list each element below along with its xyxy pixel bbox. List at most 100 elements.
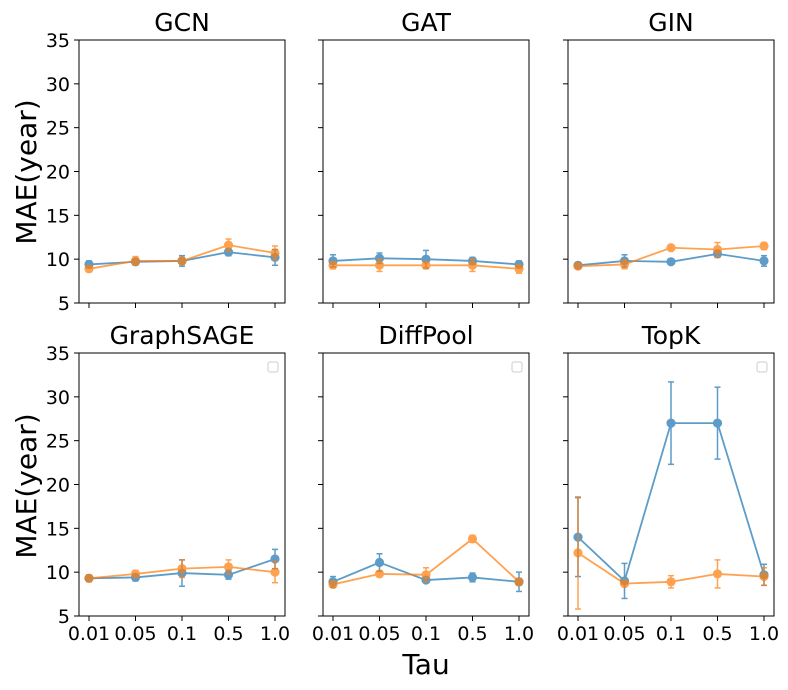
legend-box [267, 361, 279, 373]
data-point [374, 260, 385, 270]
plot-frame [567, 352, 775, 617]
x-tick-label: 1.0 [260, 623, 290, 645]
panel-diffpool: DiffPool 0.01 0.05 0.1 0.5 1.0 [312, 321, 534, 645]
data-point [223, 570, 234, 580]
x-tick-label: 0.01 [68, 623, 110, 645]
legend-box [756, 361, 768, 373]
data-point [270, 567, 280, 577]
x-tick-label: 0.5 [457, 623, 487, 645]
data-point [328, 260, 338, 270]
x-axis-label: Tau [401, 648, 449, 681]
x-tick-label: 0.1 [411, 623, 441, 645]
data-point [421, 260, 431, 270]
data-point [467, 534, 478, 544]
data-point [759, 241, 769, 251]
panel-title: TopK [641, 321, 701, 350]
panel-topk: TopK 0.01 0.05 0.1 0.5 1.0 [557, 321, 779, 645]
panel-title: GAT [401, 8, 452, 37]
data-point [223, 240, 234, 250]
plot-frame [322, 352, 530, 617]
panel-graphsage: GraphSAGE 5 10 15 20 25 30 35 0.01 0.05 0.1 0.5 1.0 [46, 321, 290, 645]
panel-gat: GAT [318, 8, 530, 308]
series-orange [573, 496, 769, 610]
x-tick-label: 1.0 [504, 623, 534, 645]
x-tick-label: 0.05 [358, 623, 400, 645]
data-point [514, 577, 524, 587]
data-point [84, 573, 94, 583]
y-tick-label: 5 [58, 606, 70, 628]
y-tick-label: 25 [46, 118, 70, 140]
x-tick-label: 0.1 [167, 623, 197, 645]
data-point [270, 248, 280, 258]
y-axis-label-top: MAE(year) [10, 99, 43, 244]
data-point [619, 578, 630, 589]
panel-gcn: GCN 5 10 15 20 25 30 35 [46, 8, 286, 315]
data-point [223, 247, 234, 257]
x-tick-label: 0.5 [213, 623, 243, 645]
x-tick-label: 0.01 [312, 623, 354, 645]
y-tick-label: 20 [46, 475, 70, 497]
panel-gin: GIN [563, 8, 775, 308]
data-point [666, 257, 676, 267]
data-point [573, 261, 583, 271]
series-orange [328, 534, 524, 590]
legend-box [511, 361, 523, 373]
y-tick-label: 10 [46, 562, 70, 584]
data-point [130, 569, 141, 579]
x-tick-label: 0.01 [557, 623, 599, 645]
data-point [712, 244, 723, 255]
data-point [177, 564, 187, 574]
data-point [130, 256, 141, 266]
series-blue [573, 249, 769, 270]
series-blue [573, 381, 769, 600]
data-point [374, 569, 385, 579]
plot-frame [567, 39, 775, 304]
data-point [467, 572, 478, 583]
y-tick-label: 35 [46, 30, 70, 52]
y-tick-label: 5 [58, 293, 70, 315]
data-point [374, 253, 385, 263]
y-tick-label: 15 [46, 518, 70, 540]
data-point [619, 259, 630, 270]
data-point [421, 570, 431, 580]
plot-frame [322, 39, 530, 304]
panel-title: DiffPool [378, 321, 473, 350]
data-point [666, 577, 676, 587]
x-tick-label: 0.05 [603, 623, 645, 645]
series-orange [84, 559, 280, 584]
y-tick-label: 10 [46, 249, 70, 271]
data-point [374, 557, 385, 568]
y-tick-label: 25 [46, 431, 70, 453]
x-tick-label: 0.1 [656, 623, 686, 645]
series-orange [84, 238, 280, 274]
data-point [223, 562, 234, 572]
y-axis-label-bottom: MAE(year) [10, 413, 43, 558]
plot-frame [78, 352, 286, 617]
panel-title: GIN [648, 8, 693, 37]
y-tick-label: 30 [46, 387, 70, 409]
x-tick-label: 0.05 [114, 623, 156, 645]
y-tick-label: 35 [46, 343, 70, 365]
data-point [573, 548, 583, 558]
data-point [467, 260, 478, 270]
data-point [712, 569, 723, 579]
data-point [84, 264, 94, 274]
data-point [759, 256, 769, 266]
plot-frame [78, 39, 286, 304]
y-tick-label: 15 [46, 205, 70, 227]
y-tick-label: 30 [46, 74, 70, 96]
data-point [328, 579, 338, 590]
y-tick-label: 20 [46, 162, 70, 184]
x-tick-label: 1.0 [749, 623, 779, 645]
data-point [177, 256, 187, 266]
data-point [666, 418, 676, 428]
series-orange [573, 241, 769, 271]
panel-title: GCN [154, 8, 210, 37]
data-point [666, 243, 676, 253]
data-point [759, 571, 769, 582]
data-point [712, 418, 723, 428]
x-tick-label: 0.5 [702, 623, 732, 645]
panel-title: GraphSAGE [110, 321, 255, 350]
data-point [514, 264, 524, 274]
